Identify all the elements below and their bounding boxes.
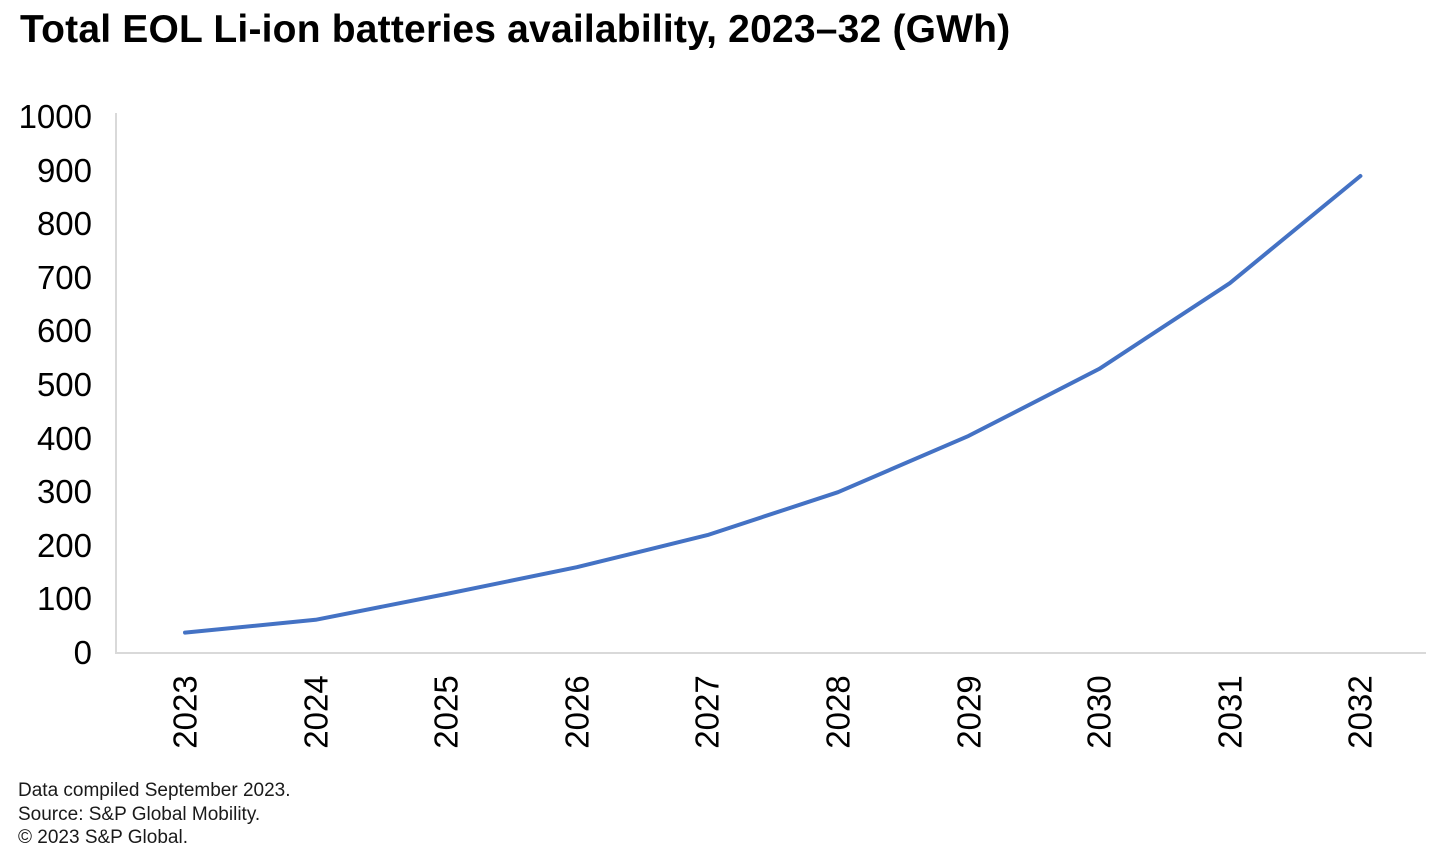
y-tick-label: 600	[36, 312, 92, 350]
y-tick-label: 200	[36, 526, 92, 564]
x-tick-label: 2032	[1341, 675, 1379, 749]
x-tick-label: 2030	[1080, 675, 1118, 749]
y-tick-label: 800	[36, 205, 92, 243]
footnote-copyright: © 2023 S&P Global.	[18, 827, 188, 848]
x-tick-label: 2028	[819, 675, 857, 749]
y-tick-label: 300	[36, 473, 92, 511]
y-tick-label: 400	[36, 419, 92, 457]
y-tick-label: 500	[36, 365, 92, 403]
footnote-data-compiled: Data compiled September 2023.	[18, 780, 291, 801]
footnote-source: Source: S&P Global Mobility.	[18, 803, 261, 825]
y-tick-label: 0	[73, 633, 92, 671]
x-tick-label: 2029	[950, 675, 988, 749]
x-tick-label: 2027	[688, 675, 726, 749]
x-tick-label: 2026	[558, 675, 596, 749]
chart-title: Total EOL Li-ion batteries availability,…	[20, 8, 1011, 51]
axis-lines	[115, 113, 1426, 654]
chart-footnotes: Data compiled September 2023. Source: S&…	[18, 779, 291, 850]
y-tick-label: 100	[36, 580, 92, 618]
y-tick-label: 700	[36, 258, 92, 296]
x-tick-label: 2023	[166, 675, 204, 749]
y-tick-label: 900	[36, 151, 92, 189]
x-tick-label: 2031	[1211, 675, 1249, 749]
eol-batteries-trend-line	[183, 174, 1363, 635]
y-tick-label: 1000	[18, 97, 92, 135]
x-tick-label: 2025	[427, 675, 465, 749]
x-tick-label: 2024	[297, 675, 335, 749]
